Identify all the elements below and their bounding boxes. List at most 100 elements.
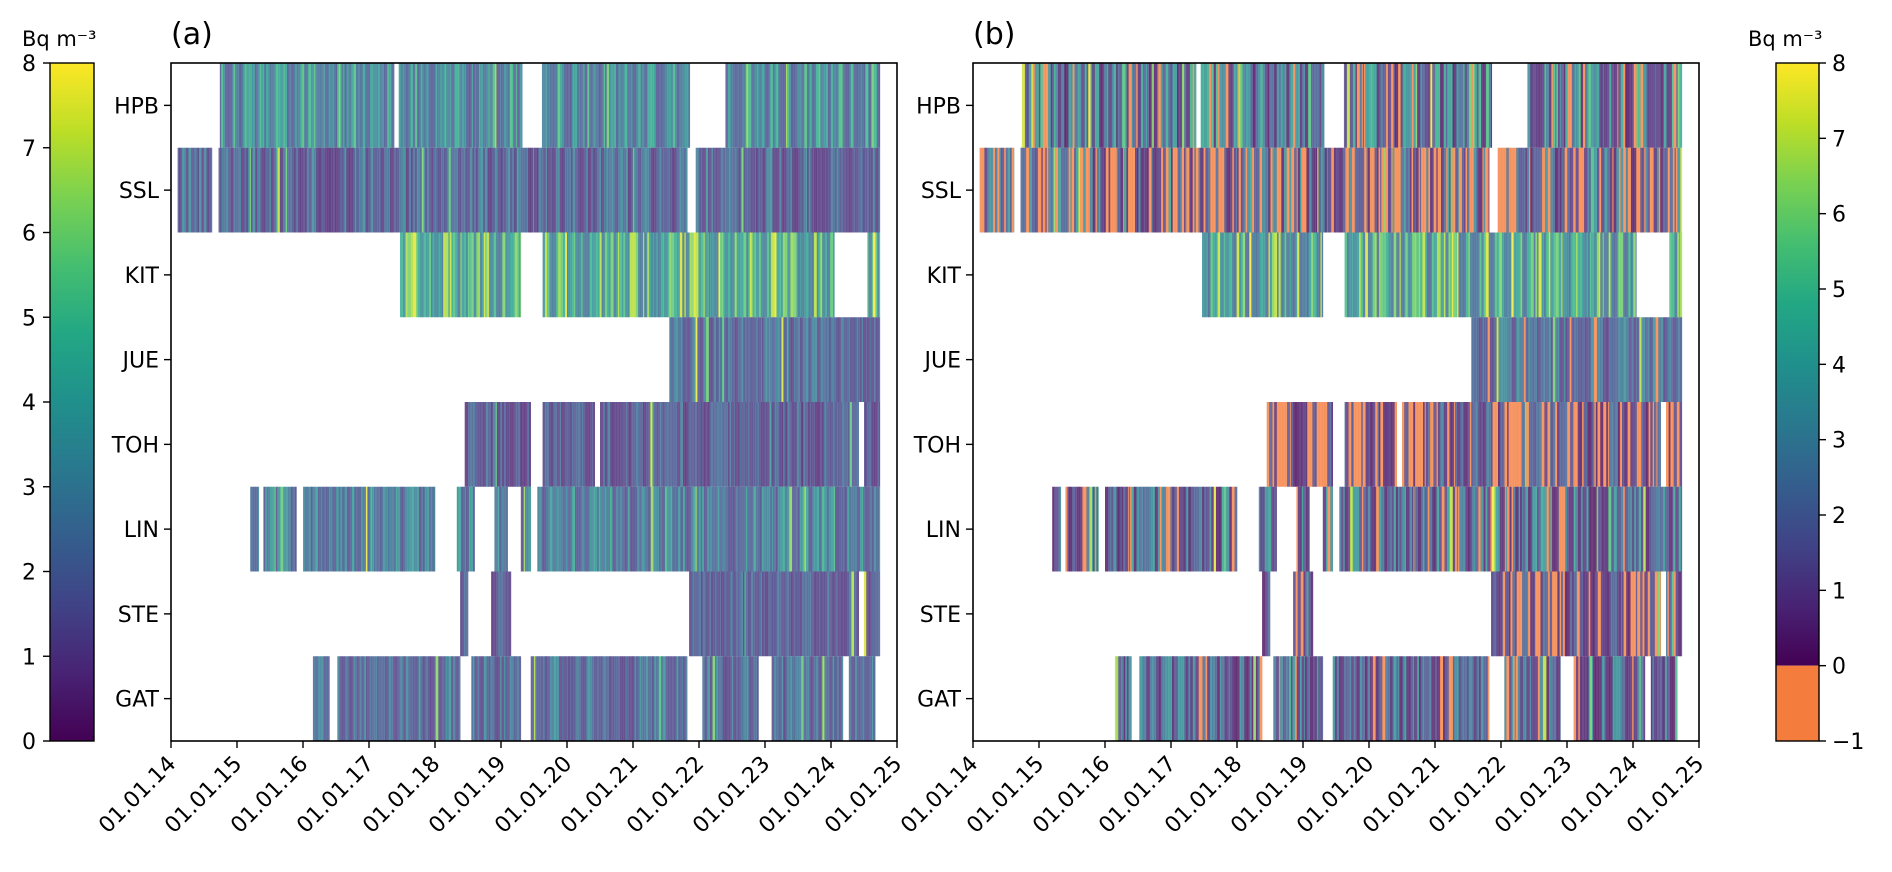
data-stripe-hpb <box>405 63 408 148</box>
data-stripe-ste <box>829 571 833 657</box>
data-stripe-kit <box>1674 232 1678 318</box>
data-stripe-ssl <box>1377 147 1379 233</box>
data-stripe-gat <box>512 656 515 741</box>
data-stripe-gat <box>459 656 461 741</box>
data-stripe-ste <box>1628 571 1631 657</box>
data-stripe-kit <box>1363 232 1366 318</box>
data-stripe-lin <box>1662 486 1665 572</box>
data-stripe-toh <box>631 402 635 487</box>
data-stripe-toh <box>589 402 592 487</box>
data-stripe-ssl <box>778 147 782 233</box>
data-stripe-gat <box>1280 656 1284 741</box>
data-stripe-kit <box>469 232 472 318</box>
data-stripe-kit <box>1558 232 1562 318</box>
data-stripe-kit <box>1344 232 1348 318</box>
data-stripe-kit <box>714 232 716 318</box>
data-stripe-lin <box>657 486 660 572</box>
data-stripe-gat <box>1334 656 1338 741</box>
data-stripe-ste <box>1680 571 1683 657</box>
data-stripe-hpb <box>1215 63 1219 148</box>
data-stripe-ssl <box>185 147 189 233</box>
data-stripe-kit <box>833 232 835 318</box>
data-stripe-ssl <box>1225 147 1227 233</box>
data-stripe-hpb <box>1460 63 1464 148</box>
data-stripe-ssl <box>431 147 434 233</box>
data-stripe-jue <box>1511 317 1516 402</box>
data-stripe-lin <box>1629 486 1633 572</box>
data-stripe-ssl <box>1541 147 1544 233</box>
data-stripe-kit <box>565 232 568 318</box>
data-stripe-hpb <box>725 63 729 148</box>
data-stripe-kit <box>700 232 704 318</box>
data-stripe-gat <box>1236 656 1240 741</box>
data-stripe-ssl <box>683 147 687 233</box>
data-stripe-lin <box>1127 486 1130 572</box>
data-stripe-kit <box>461 232 464 318</box>
data-stripe-hpb <box>235 63 238 148</box>
data-stripe-hpb <box>567 63 571 148</box>
data-stripe-hpb <box>1290 63 1294 148</box>
data-stripe-kit <box>1526 232 1529 318</box>
data-stripe-ssl <box>1254 147 1257 233</box>
data-stripe-kit <box>448 232 450 318</box>
data-stripe-ssl <box>723 147 726 233</box>
data-stripe-gat <box>1355 656 1358 741</box>
data-stripe-gat <box>1576 656 1579 741</box>
data-stripe-toh <box>567 402 569 487</box>
data-stripe-jue <box>1486 317 1488 402</box>
data-stripe-lin <box>782 486 786 572</box>
data-stripe-hpb <box>617 63 622 148</box>
data-stripe-jue <box>1540 317 1544 402</box>
data-stripe-ssl <box>1317 147 1319 233</box>
data-stripe-lin <box>338 486 341 572</box>
data-stripe-ssl <box>1112 147 1115 233</box>
data-stripe-toh <box>1433 402 1437 487</box>
data-stripe-lin <box>1605 486 1609 572</box>
data-stripe-ssl <box>534 147 538 233</box>
data-stripe-ssl <box>332 147 336 233</box>
data-stripe-ssl <box>1297 147 1301 233</box>
data-stripe-jue <box>755 317 759 402</box>
data-stripe-ste <box>1640 571 1643 657</box>
data-stripe-kit <box>1399 232 1401 318</box>
data-stripe-lin <box>283 486 286 572</box>
data-stripe-ste <box>786 571 790 657</box>
data-stripe-lin <box>1601 486 1605 572</box>
data-stripe-kit <box>801 232 805 318</box>
data-stripe-ssl <box>1525 147 1528 233</box>
data-stripe-ssl <box>1118 147 1122 233</box>
data-stripe-gat <box>402 656 404 741</box>
data-stripe-lin <box>731 486 734 572</box>
data-stripe-toh <box>1531 402 1535 487</box>
data-stripe-hpb <box>1359 63 1362 148</box>
data-stripe-lin <box>709 486 713 572</box>
data-stripe-lin <box>577 486 580 572</box>
data-stripe-kit <box>1448 232 1451 318</box>
data-stripe-kit <box>1295 232 1298 318</box>
data-stripe-gat <box>1404 656 1407 741</box>
data-stripe-hpb <box>1053 63 1056 148</box>
data-stripe-gat <box>1219 656 1222 741</box>
data-stripe-lin <box>1638 486 1642 572</box>
data-stripe-jue <box>758 317 762 402</box>
data-stripe-ste <box>727 571 731 657</box>
data-stripe-kit <box>1348 232 1352 318</box>
data-stripe-lin <box>590 486 592 572</box>
data-stripe-ssl <box>781 147 784 233</box>
data-stripe-ssl <box>562 147 565 233</box>
data-stripe-lin <box>641 486 645 572</box>
data-stripe-ste <box>848 571 852 657</box>
y-tick-label-lin: LIN <box>124 518 159 543</box>
data-stripe-lin <box>645 486 649 572</box>
data-stripe-kit <box>560 232 564 318</box>
data-stripe-toh <box>1370 402 1372 487</box>
data-stripe-kit <box>1494 232 1498 318</box>
data-stripe-lin <box>1615 486 1618 572</box>
data-stripe-kit <box>1542 232 1545 318</box>
data-stripe-ssl <box>795 147 798 233</box>
data-stripe-lin <box>1546 486 1550 572</box>
data-stripe-jue <box>1545 317 1549 402</box>
data-stripe-ssl <box>1398 147 1401 233</box>
data-stripe-ssl <box>1104 147 1107 233</box>
data-stripe-hpb <box>1363 63 1366 148</box>
